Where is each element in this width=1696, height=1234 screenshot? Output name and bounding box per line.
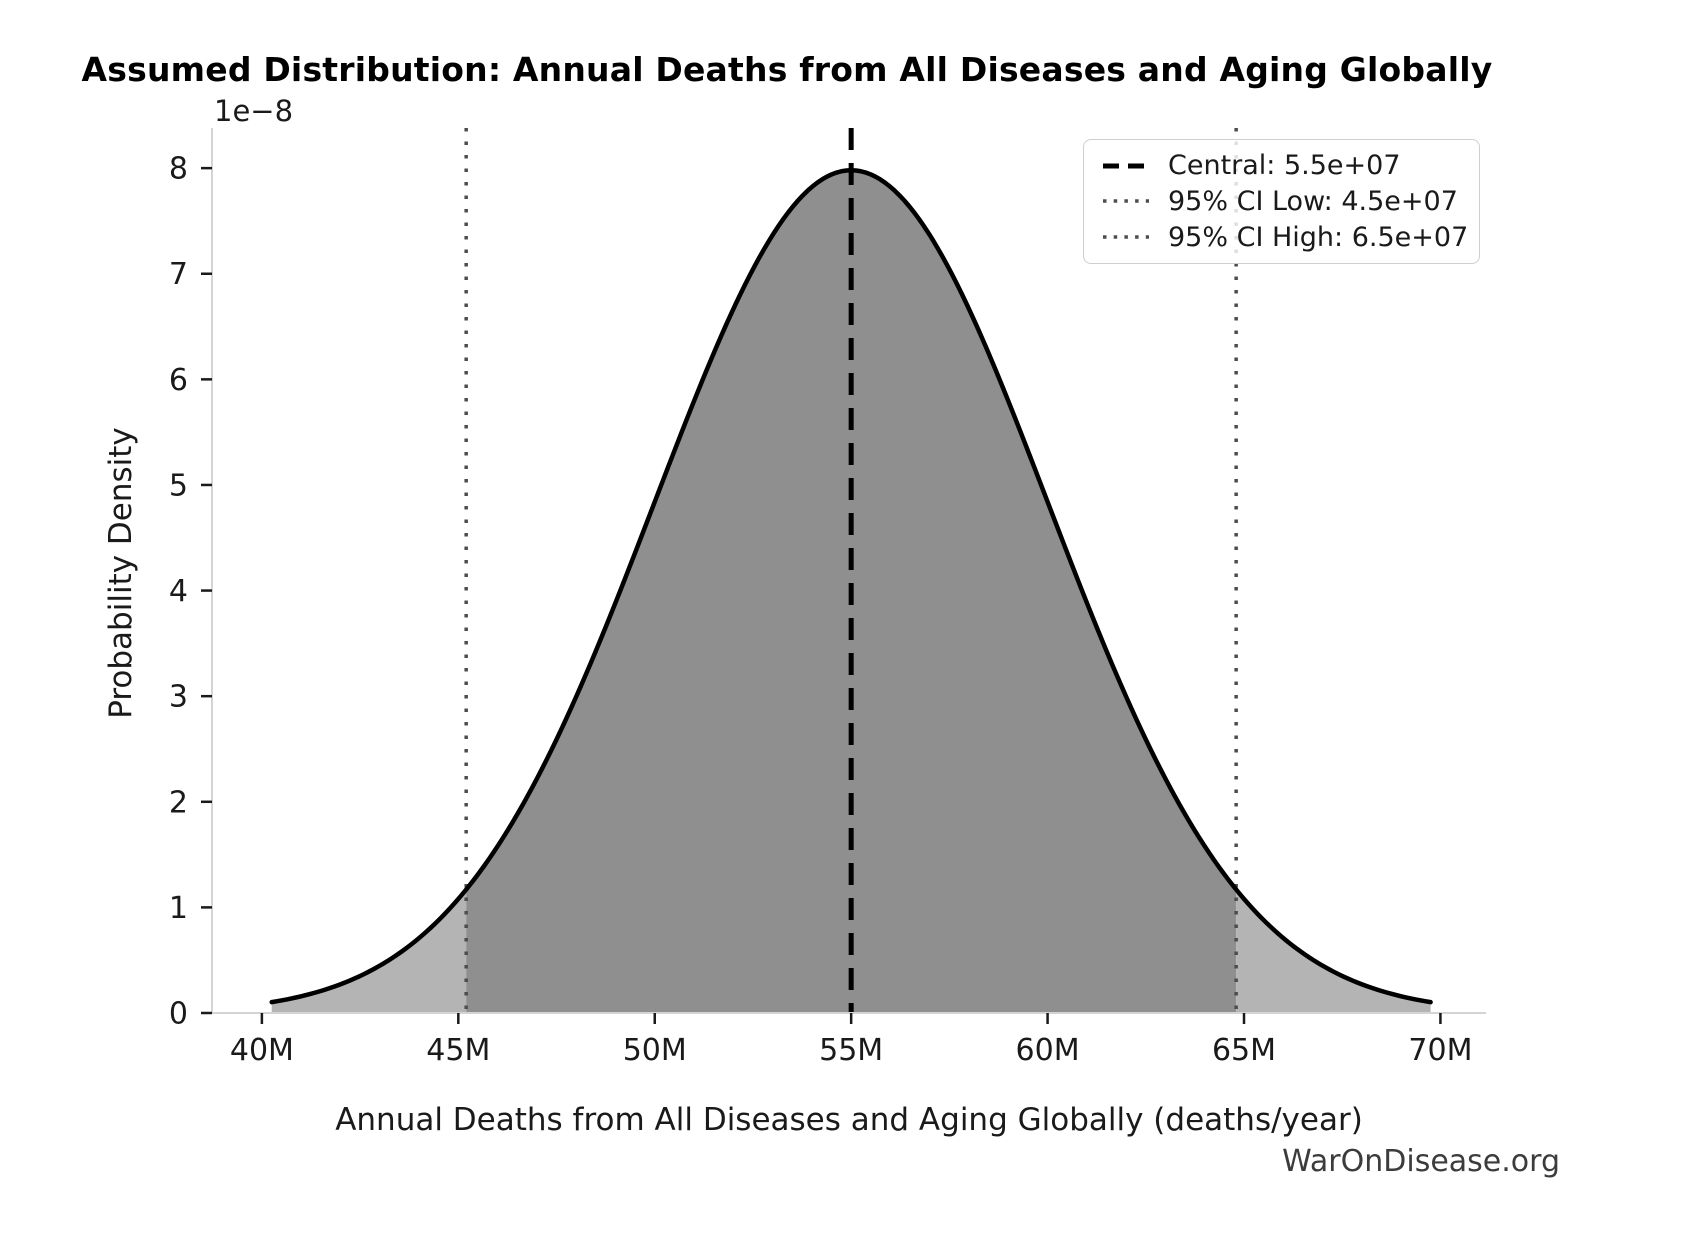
legend-label: Central: 5.5e+07: [1168, 150, 1401, 182]
dotted-line-icon: [1103, 199, 1149, 204]
y-tick-label: 5: [169, 468, 188, 503]
legend: Central: 5.5e+07 95% CI Low: 4.5e+07 95%…: [1083, 139, 1480, 264]
x-tick-label: 40M: [230, 1033, 294, 1068]
x-tick-label: 70M: [1408, 1033, 1472, 1068]
legend-item-ci-high: 95% CI High: 6.5e+07: [1102, 222, 1468, 253]
legend-item-central: Central: 5.5e+07: [1102, 150, 1461, 181]
legend-label: 95% CI Low: 4.5e+07: [1168, 185, 1458, 217]
x-axis-label: Annual Deaths from All Diseases and Agin…: [335, 1102, 1363, 1138]
y-tick-label: 6: [169, 363, 188, 398]
watermark: WarOnDisease.org: [1282, 1144, 1560, 1179]
y-tick-label: 8: [169, 152, 188, 187]
y-axis-offset-label: 1e−8: [214, 94, 294, 128]
dotted-line-icon: [1103, 235, 1149, 239]
x-tick-label: 60M: [1016, 1033, 1080, 1068]
tail-fill-right: [1236, 889, 1431, 1013]
legend-item-ci-low: 95% CI Low: 4.5e+07: [1102, 186, 1461, 217]
density-curve: [269, 167, 1433, 1005]
y-tick-label: 3: [169, 680, 188, 715]
chart-title: Assumed Distribution: Annual Deaths from…: [81, 50, 1493, 89]
legend-label: 95% CI High: 6.5e+07: [1168, 221, 1469, 253]
x-tick-label: 55M: [819, 1033, 883, 1068]
y-tick-label: 0: [169, 997, 188, 1032]
x-tick-label: 50M: [623, 1033, 687, 1068]
x-tick-label: 65M: [1212, 1033, 1276, 1068]
dashed-line-icon: [1103, 163, 1149, 169]
y-tick-label: 1: [169, 891, 188, 926]
y-tick-label: 2: [169, 785, 188, 820]
y-tick-label: 4: [169, 574, 188, 609]
x-tick-label: 45M: [426, 1033, 490, 1068]
y-tick-label: 7: [169, 257, 188, 292]
tail-fill-left: [271, 889, 467, 1013]
